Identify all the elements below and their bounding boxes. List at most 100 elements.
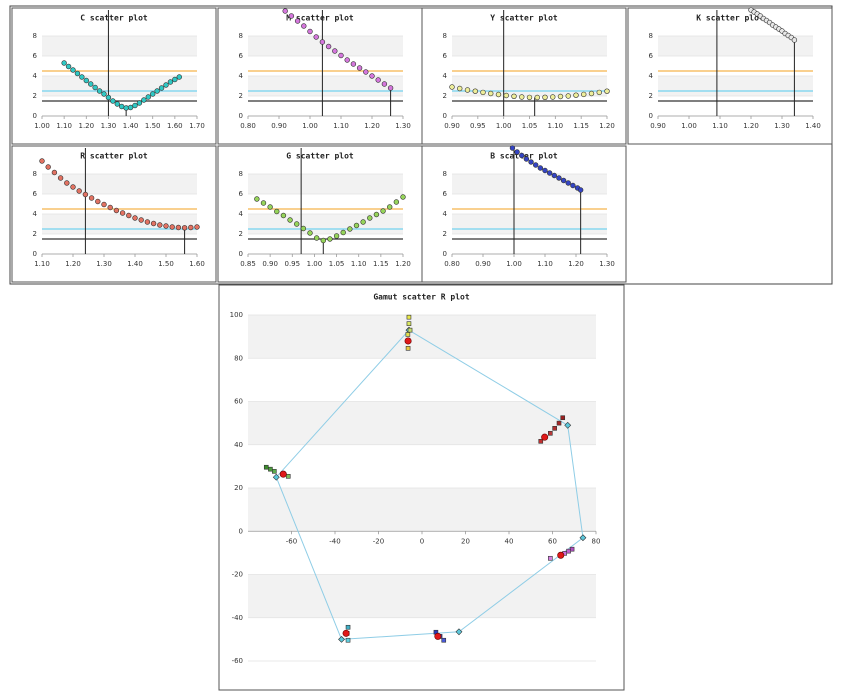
point [136,100,143,106]
point [51,169,58,176]
grid-band [248,214,403,234]
point [313,235,320,241]
point [577,187,584,193]
point [550,94,556,100]
x-tick-label: 1.30 [101,122,117,130]
point [596,89,602,96]
x-tick-label: 0 [420,537,424,545]
point [387,85,394,91]
point [119,103,125,110]
y-tick-label: 80 [234,354,243,362]
point [61,60,67,66]
point [363,69,369,75]
chart-title: R scatter plot [80,152,148,161]
x-tick-label: 1.20 [78,122,94,130]
x-tick-label: 1.20 [599,122,615,130]
x-tick-label: 0.90 [475,260,491,268]
y-tick-label: 8 [239,170,243,178]
point [455,628,463,636]
point [523,156,530,162]
point [464,87,471,93]
point [175,224,182,231]
point [181,225,188,231]
point [88,81,94,87]
y-tick-label: 8 [33,32,37,40]
point [565,93,571,99]
x-tick-label: 0.80 [444,260,460,268]
y-tick-label: 0 [33,112,37,120]
x-tick-label: 1.20 [364,122,380,130]
y-tick-label: 8 [443,170,447,178]
point [342,629,350,637]
x-tick-label: 1.10 [712,122,728,130]
y-tick-label: 40 [234,441,243,449]
point [375,77,381,83]
point [107,204,113,211]
point [541,433,549,441]
point [588,90,595,97]
x-tick-label: 1.10 [56,122,72,130]
point [144,219,151,225]
point [519,94,525,100]
x-tick-label: 0.90 [444,122,460,130]
x-tick-label: 1.20 [743,122,759,130]
x-tick-label: 1.10 [333,122,349,130]
point [367,215,373,221]
point [132,102,138,109]
y-tick-label: 20 [234,484,243,492]
x-tick-label: 1.50 [145,122,161,130]
point [105,94,112,101]
y-tick-label: 8 [649,32,653,40]
grid-band [248,36,403,56]
x-tick-label: 1.00 [496,122,512,130]
x-tick-label: 1.60 [189,260,205,268]
point [272,469,277,474]
y-tick-label: 2 [33,230,37,238]
point [356,65,363,71]
point [127,104,134,111]
x-tick-label: 1.05 [329,260,345,268]
y-tick-label: 4 [33,72,38,80]
point [287,217,293,223]
point [369,73,375,79]
point [560,177,567,184]
point [74,70,81,77]
point [526,94,533,101]
chart-panel: K scatter plot 0 2 4 6 8 0.90 1.00 1.10 1.20 1.30 1… [627,7,833,145]
point [556,175,562,181]
chart-panel: G scatter plot 0 2 4 6 8 0.85 0.90 0.95 1.00 1.05 1… [217,145,423,283]
point [307,230,313,236]
point [405,346,411,351]
y-tick-label: 2 [649,92,653,100]
chart-panel: R scatter plot 0 2 4 6 8 1.10 1.20 1.30 1.40 1.50 1… [11,145,217,283]
point [268,466,273,472]
y-tick-label: 4 [443,72,448,80]
y-tick-label: 2 [239,92,243,100]
point [406,321,412,326]
point [288,13,295,19]
point [557,93,564,100]
x-tick-label: 1.30 [96,260,112,268]
point [96,88,103,94]
point [472,88,478,94]
y-tick-label: 60 [234,398,243,406]
chart-panel: Y scatter plot 0 2 4 6 8 0.90 0.95 1.00 1.05 1.10 1… [421,7,627,145]
point [279,470,287,478]
x-tick-label: 1.15 [373,260,389,268]
x-tick-label: 60 [548,537,557,545]
x-tick-label: 1.30 [599,260,615,268]
x-tick-label: -20 [373,537,384,545]
point [495,91,502,98]
point [519,152,525,159]
point [534,94,540,101]
chart-title: C scatter plot [80,14,148,23]
point [157,222,163,228]
point [313,34,319,40]
y-tick-label: -60 [232,657,243,665]
point [70,184,76,190]
point [503,92,509,99]
point [791,37,798,43]
point [88,195,95,201]
point [260,200,267,206]
point [532,162,539,168]
